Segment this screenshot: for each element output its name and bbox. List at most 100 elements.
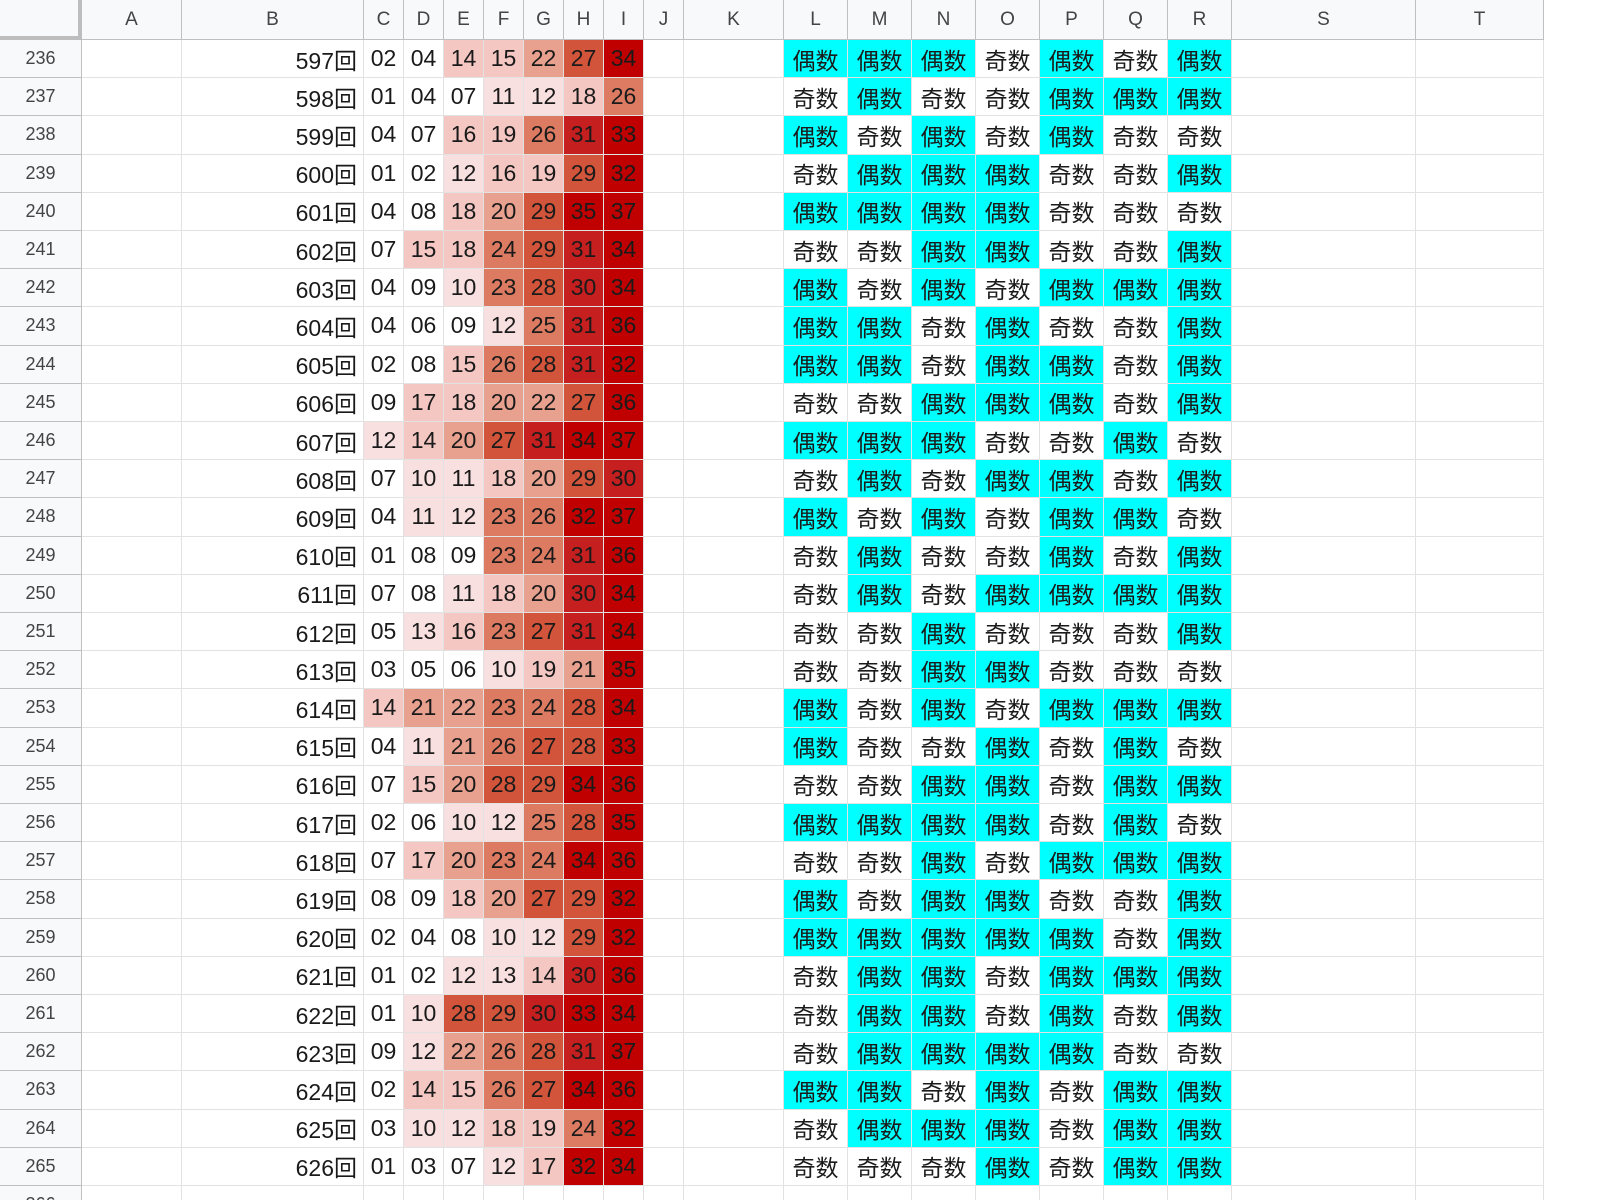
column-header-A[interactable]: A [82,0,182,40]
parity-cell[interactable]: 奇数 [1104,1033,1168,1072]
parity-cell[interactable]: 奇数 [848,231,912,270]
parity-cell[interactable]: 奇数 [976,40,1040,79]
number-cell[interactable]: 12 [524,78,564,117]
cell-empty[interactable] [644,1071,684,1110]
number-cell[interactable]: 11 [444,574,484,613]
number-cell[interactable]: 14 [444,40,484,79]
parity-cell[interactable]: 奇数 [784,460,848,499]
cell-empty[interactable] [644,765,684,804]
parity-cell[interactable]: 奇数 [1040,727,1104,766]
parity-cell[interactable]: 偶数 [1040,116,1104,155]
parity-cell[interactable]: 偶数 [1040,956,1104,995]
row-header[interactable]: 262 [0,1033,82,1072]
number-cell[interactable]: 29 [564,880,604,919]
number-cell[interactable]: 21 [564,651,604,690]
parity-cell[interactable]: 偶数 [912,269,976,308]
number-cell[interactable]: 33 [604,116,644,155]
column-header-O[interactable]: O [976,0,1040,40]
parity-cell[interactable]: 偶数 [848,78,912,117]
parity-cell[interactable]: 奇数 [848,880,912,919]
number-cell[interactable]: 17 [404,383,444,422]
parity-cell[interactable]: 偶数 [1104,269,1168,308]
number-cell[interactable]: 11 [484,78,524,117]
number-cell[interactable]: 32 [564,1147,604,1186]
parity-cell[interactable]: 偶数 [1040,574,1104,613]
number-cell[interactable]: 08 [404,574,444,613]
cell-empty[interactable] [1232,1033,1416,1072]
number-cell[interactable]: 15 [404,765,444,804]
parity-cell[interactable]: 奇数 [848,1147,912,1186]
column-header-I[interactable]: I [604,0,644,40]
cell-empty[interactable] [848,1186,912,1200]
round-cell[interactable]: 608回 [182,460,364,499]
parity-cell[interactable]: 偶数 [784,345,848,384]
number-cell[interactable]: 29 [564,460,604,499]
number-cell[interactable]: 37 [604,422,644,461]
cell-empty[interactable] [82,574,182,613]
parity-cell[interactable]: 奇数 [912,307,976,346]
number-cell[interactable]: 07 [364,842,404,881]
round-cell[interactable]: 601回 [182,192,364,231]
number-cell[interactable]: 30 [524,995,564,1034]
parity-cell[interactable]: 偶数 [1040,842,1104,881]
cell-empty[interactable] [1232,995,1416,1034]
number-cell[interactable]: 35 [564,192,604,231]
number-cell[interactable]: 04 [364,192,404,231]
cell-empty[interactable] [684,765,784,804]
parity-cell[interactable]: 偶数 [976,345,1040,384]
cell-empty[interactable] [82,918,182,957]
parity-cell[interactable]: 偶数 [1168,574,1232,613]
number-cell[interactable]: 34 [564,1071,604,1110]
cell-empty[interactable] [1416,383,1544,422]
cell-empty[interactable] [364,1186,404,1200]
number-cell[interactable]: 10 [444,269,484,308]
number-cell[interactable]: 21 [444,727,484,766]
number-cell[interactable]: 26 [524,498,564,537]
cell-empty[interactable] [1416,536,1544,575]
cell-empty[interactable] [1232,1186,1416,1200]
round-cell[interactable]: 622回 [182,995,364,1034]
parity-cell[interactable]: 奇数 [1168,804,1232,843]
cell-empty[interactable] [1416,804,1544,843]
parity-cell[interactable]: 偶数 [912,383,976,422]
row-header[interactable]: 263 [0,1071,82,1110]
cell-empty[interactable] [1416,918,1544,957]
parity-cell[interactable]: 偶数 [976,574,1040,613]
number-cell[interactable]: 19 [524,651,564,690]
cell-empty[interactable] [644,78,684,117]
parity-cell[interactable]: 奇数 [1040,1147,1104,1186]
parity-cell[interactable]: 奇数 [784,1033,848,1072]
cell-empty[interactable] [1232,804,1416,843]
column-header-P[interactable]: P [1040,0,1104,40]
parity-cell[interactable]: 奇数 [1104,116,1168,155]
cell-empty[interactable] [1232,727,1416,766]
cell-empty[interactable] [684,536,784,575]
cell-empty[interactable] [1416,1186,1544,1200]
row-header[interactable]: 259 [0,918,82,957]
parity-cell[interactable]: 偶数 [1168,383,1232,422]
cell-empty[interactable] [82,1186,182,1200]
number-cell[interactable]: 24 [484,231,524,270]
cell-empty[interactable] [1232,192,1416,231]
parity-cell[interactable]: 奇数 [1040,231,1104,270]
round-cell[interactable]: 621回 [182,956,364,995]
number-cell[interactable]: 36 [604,307,644,346]
number-cell[interactable]: 07 [364,765,404,804]
parity-cell[interactable]: 偶数 [976,154,1040,193]
number-cell[interactable]: 17 [524,1147,564,1186]
cell-empty[interactable] [684,995,784,1034]
cell-empty[interactable] [644,307,684,346]
parity-cell[interactable]: 偶数 [912,765,976,804]
cell-empty[interactable] [82,765,182,804]
number-cell[interactable]: 31 [564,307,604,346]
number-cell[interactable]: 26 [484,345,524,384]
parity-cell[interactable]: 偶数 [1168,689,1232,728]
cell-empty[interactable] [1040,1186,1104,1200]
number-cell[interactable]: 14 [524,956,564,995]
number-cell[interactable]: 08 [364,880,404,919]
number-cell[interactable]: 12 [484,1147,524,1186]
parity-cell[interactable]: 偶数 [1168,613,1232,652]
number-cell[interactable]: 04 [404,40,444,79]
number-cell[interactable]: 29 [484,995,524,1034]
number-cell[interactable]: 10 [404,995,444,1034]
